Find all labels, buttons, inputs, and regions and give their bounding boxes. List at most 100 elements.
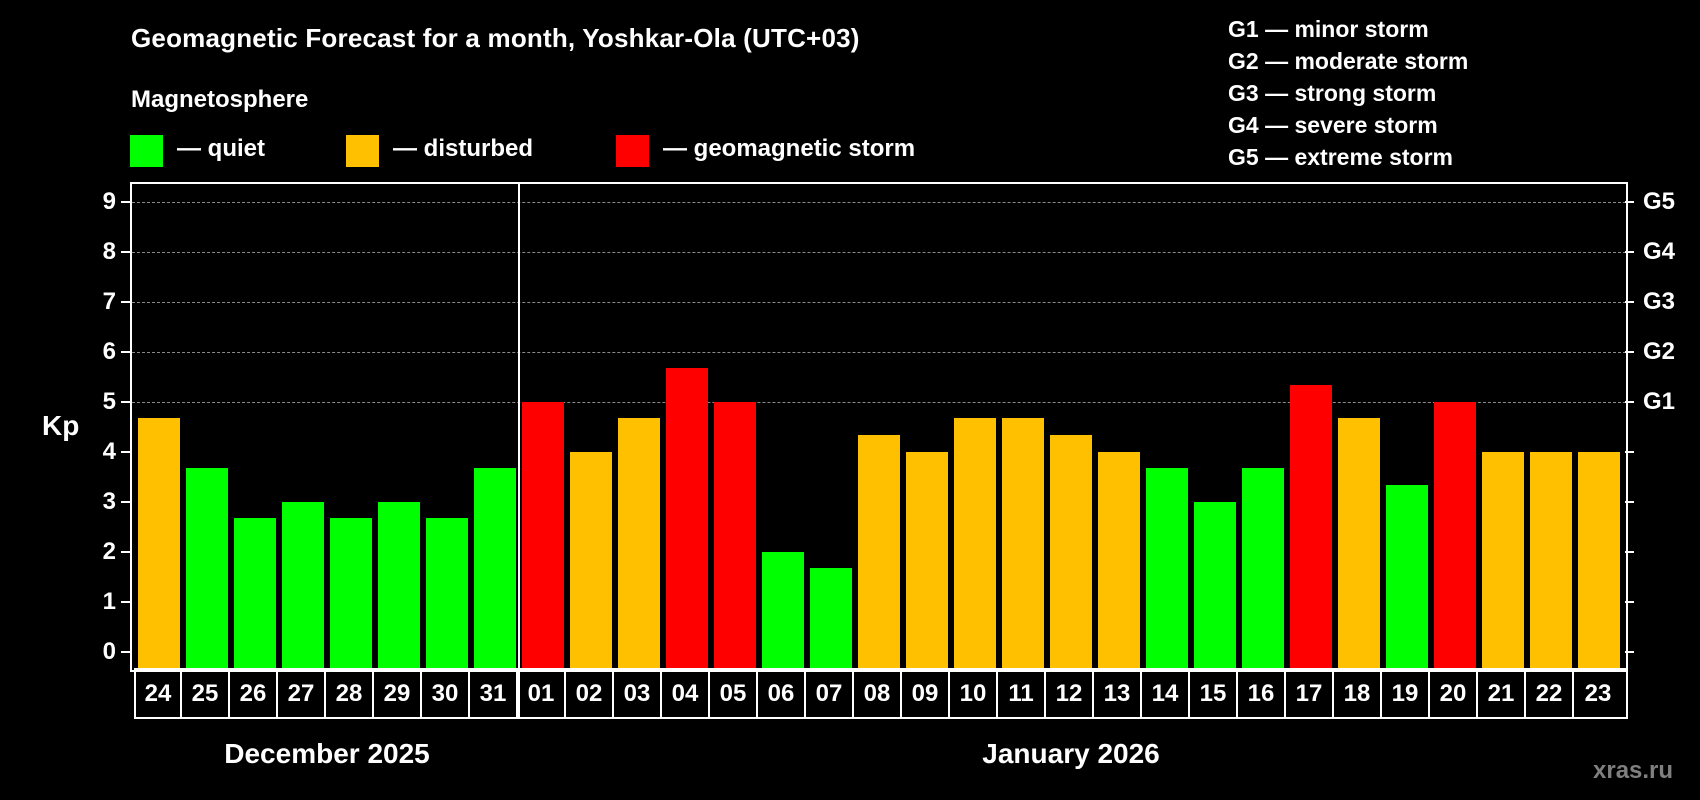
y-tick xyxy=(121,500,131,503)
date-cell: 31 xyxy=(470,670,518,717)
y-tick xyxy=(121,650,131,653)
storm-scale-g4: G4 — severe storm xyxy=(1228,112,1438,138)
chart-title: Geomagnetic Forecast for a month, Yoshka… xyxy=(131,23,860,53)
y-tick-label: 4 xyxy=(102,437,116,465)
date-cell: 23 xyxy=(1584,680,1612,707)
month-label-january: January 2026 xyxy=(982,738,1160,769)
date-cell: 20 xyxy=(1430,670,1478,717)
g-scale-label: G3 xyxy=(1643,287,1676,315)
storm-scale-g2: G2 — moderate storm xyxy=(1228,48,1469,74)
date-cell: 24 xyxy=(136,670,182,717)
date-cell: 15 xyxy=(1190,670,1238,717)
gridline xyxy=(132,251,1626,253)
date-cell: 13 xyxy=(1094,670,1142,717)
bar-06 xyxy=(762,551,804,670)
g-scale-label: G4 xyxy=(1643,237,1676,265)
y-tick xyxy=(121,450,131,453)
date-cell: 27 xyxy=(278,670,326,717)
right-tick xyxy=(1625,450,1634,453)
y-tick-label: 3 xyxy=(102,487,116,515)
bar-18 xyxy=(1338,418,1380,670)
bar-22 xyxy=(1530,451,1572,670)
legend-heading: Magnetosphere xyxy=(131,86,309,113)
date-cell: 25 xyxy=(182,670,230,717)
bar-10 xyxy=(954,418,996,670)
legend-quiet-label: — quiet xyxy=(177,135,265,162)
bar-31 xyxy=(474,468,516,670)
g-scale-label: G2 xyxy=(1643,337,1676,365)
date-cell: 22 xyxy=(1526,670,1574,717)
bar-30 xyxy=(426,518,468,670)
storm-scale-g1: G1 — minor storm xyxy=(1228,16,1429,42)
storm-scale-g3: G3 — strong storm xyxy=(1228,80,1437,106)
bar-09 xyxy=(906,451,948,670)
bar-23 xyxy=(1578,451,1620,670)
bar-04 xyxy=(666,368,708,670)
date-cell: 08 xyxy=(854,670,902,717)
y-tick-label: 9 xyxy=(102,187,116,215)
right-tick xyxy=(1625,300,1634,303)
date-cell: 28 xyxy=(326,670,374,717)
date-cell: 12 xyxy=(1046,670,1094,717)
bar-02 xyxy=(570,451,612,670)
bar-24 xyxy=(138,418,180,670)
bar-28 xyxy=(330,518,372,670)
date-cell: 03 xyxy=(614,670,662,717)
bar-16 xyxy=(1242,468,1284,670)
bar-19 xyxy=(1386,485,1428,670)
right-tick xyxy=(1625,250,1634,253)
gridline xyxy=(132,351,1626,353)
right-tick xyxy=(1625,500,1634,503)
date-cell: 05 xyxy=(710,670,758,717)
gridline xyxy=(132,401,1626,403)
date-cell: 17 xyxy=(1286,670,1334,717)
g-scale-label: G5 xyxy=(1643,187,1676,215)
bar-25 xyxy=(186,468,228,670)
date-cell: 30 xyxy=(422,670,470,717)
storm-swatch xyxy=(616,135,649,167)
storm-scale-g5: G5 — extreme storm xyxy=(1228,144,1453,170)
y-tick-label: 2 xyxy=(102,537,116,565)
date-axis: 24 25 26 27 28 29 30 31 01 02 03 04 05 06 07 08 09 10 11 12… xyxy=(134,668,1628,719)
watermark: xras.ru xyxy=(1593,757,1674,784)
date-cell: 07 xyxy=(806,670,854,717)
right-tick xyxy=(1625,650,1634,653)
date-cell: 09 xyxy=(902,670,950,717)
date-cell: 16 xyxy=(1238,670,1286,717)
y-tick xyxy=(121,600,131,603)
plot-area xyxy=(130,182,1628,672)
date-cell: 21 xyxy=(1478,670,1526,717)
y-tick xyxy=(121,200,131,203)
month-label-december: December 2025 xyxy=(224,738,430,769)
gridline xyxy=(132,301,1626,303)
bar-11 xyxy=(1002,418,1044,670)
right-tick xyxy=(1625,350,1634,353)
bar-20 xyxy=(1434,401,1476,670)
month-divider xyxy=(518,182,520,718)
right-tick xyxy=(1625,200,1634,203)
y-tick xyxy=(121,350,131,353)
bar-17 xyxy=(1290,385,1332,670)
bar-07 xyxy=(810,568,852,670)
date-cell: 19 xyxy=(1382,670,1430,717)
date-cell: 14 xyxy=(1142,670,1190,717)
storm-scale-legend: G1 — minor storm G2 — moderate storm G3 … xyxy=(1228,14,1468,174)
bar-15 xyxy=(1194,501,1236,670)
gridline xyxy=(132,201,1626,203)
bar-14 xyxy=(1146,468,1188,670)
legend-disturbed-label: — disturbed xyxy=(393,135,534,162)
y-tick-label: 7 xyxy=(102,287,116,315)
right-tick xyxy=(1625,600,1634,603)
date-cell: 11 xyxy=(998,670,1046,717)
y-tick xyxy=(121,400,131,403)
bar-27 xyxy=(282,501,324,670)
y-axis-label: Kp xyxy=(42,410,80,441)
bar-12 xyxy=(1050,435,1092,670)
bar-01 xyxy=(522,401,564,670)
date-cell: 02 xyxy=(566,670,614,717)
y-tick-label: 5 xyxy=(102,387,116,415)
bar-21 xyxy=(1482,451,1524,670)
date-cell: 04 xyxy=(662,670,710,717)
bar-26 xyxy=(234,518,276,670)
quiet-swatch xyxy=(130,135,163,167)
